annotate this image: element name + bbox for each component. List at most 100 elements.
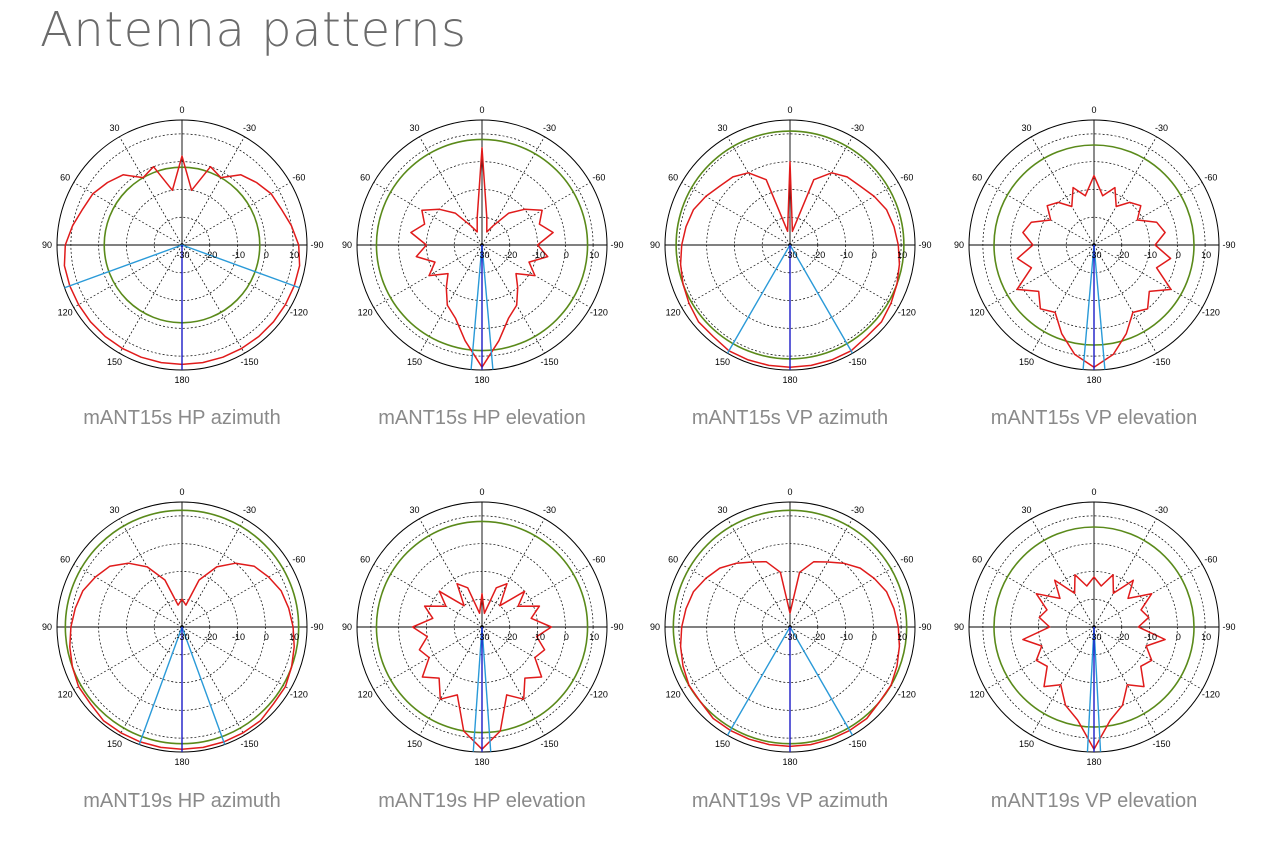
grid-spoke [181,626,291,690]
beamwidth-line [1093,626,1102,752]
grid-spoke [73,244,183,308]
radial-tick-label: 0 [564,632,569,642]
grid-spoke [727,518,791,628]
polar-plot: 0 30 -30 60 -60 90 -90 120 -120 150 -150 180 -30 -20 -… [342,105,624,385]
angle-tick-label: 120 [666,308,681,318]
angle-tick-label: -30 [1155,505,1168,515]
grid-spoke [481,182,591,246]
angle-tick-label: 120 [666,690,681,700]
angle-tick-label: 60 [972,555,982,565]
angle-tick-label: 120 [58,308,73,318]
angle-tick-label: -150 [848,357,866,367]
polar-chart: 0 30 -30 60 -60 90 -90 120 -120 150 -150 180 -30 -20 -… [332,100,632,440]
angle-tick-label: -90 [310,622,323,632]
angle-tick-label: 0 [787,487,792,497]
angle-tick-label: -150 [1152,739,1170,749]
radial-tick-label: 10 [289,632,299,642]
angle-tick-label: -120 [1202,308,1220,318]
chart-caption: mANT19s HP azimuth [83,790,281,812]
angle-tick-label: 180 [174,375,189,385]
angle-tick-label: -90 [1222,622,1235,632]
radial-tick-label: -30 [1088,632,1101,642]
angle-tick-label: -120 [898,308,916,318]
chart-caption: mANT19s VP azimuth [691,790,889,812]
angle-tick-label: 180 [1086,757,1101,767]
grid-spoke [73,564,183,628]
angle-tick-label: 180 [174,757,189,767]
beamwidth-line [1082,244,1095,370]
chart-caption: mANT15s HP elevation [378,407,586,429]
radial-tick-label: -30 [784,250,797,260]
angle-tick-label: 150 [1019,739,1034,749]
grid-spoke [119,626,183,736]
grid-spoke [373,564,483,628]
radial-tick-label: 0 [1176,250,1181,260]
grid-spoke [789,626,899,690]
radial-tick-label: 10 [589,632,599,642]
angle-tick-label: 150 [715,357,730,367]
grid-spoke [1093,518,1157,628]
radial-tick-label: 10 [897,632,907,642]
angle-tick-label: -90 [918,622,931,632]
angle-tick-label: -60 [1204,173,1217,183]
angle-tick-label: -60 [592,173,605,183]
grid-spoke [373,626,483,690]
angle-tick-label: 90 [342,240,352,250]
angle-tick-label: -150 [540,357,558,367]
angle-tick-label: -60 [292,173,305,183]
beamwidth-line [789,244,854,354]
grid-spoke [481,518,545,628]
radial-tick-label: -20 [812,632,825,642]
angle-tick-label: 30 [717,505,727,515]
radial-tick-label: 10 [289,250,299,260]
polar-chart: 0 30 -30 60 -60 90 -90 120 -120 150 -150 180 -30 -20 -… [944,100,1244,440]
grid-spoke [481,244,591,308]
angle-tick-label: 90 [650,240,660,250]
radial-tick-label: -30 [784,632,797,642]
angle-tick-label: -30 [851,505,864,515]
radial-tick-label: 10 [1201,632,1211,642]
grid-spoke [419,244,483,354]
grid-spoke [789,518,853,628]
angle-tick-label: -150 [240,739,258,749]
angle-tick-label: 150 [1019,357,1034,367]
angle-tick-label: 120 [970,690,985,700]
beamwidth-line [481,626,492,752]
beamwidth-line [138,626,183,745]
radial-tick-label: 0 [1176,632,1181,642]
chart-caption: mANT15s HP azimuth [83,407,281,429]
grid-spoke [181,244,245,354]
angle-tick-label: -90 [310,240,323,250]
angle-tick-label: -30 [543,505,556,515]
grid-spoke [419,626,483,736]
angle-tick-label: 120 [58,690,73,700]
beamwidth-line [789,626,854,736]
radial-tick-label: -30 [476,250,489,260]
grid-spoke [985,564,1095,628]
polar-plot: 0 30 -30 60 -60 90 -90 120 -120 150 -150 180 -30 -20 -… [42,487,324,767]
grid-spoke [481,626,591,690]
grid-spoke [181,626,245,736]
angle-tick-label: -60 [900,555,913,565]
radial-tick-label: -10 [232,250,245,260]
angle-tick-label: -30 [851,123,864,133]
grid-spoke [419,518,483,628]
beamwidth-line [726,626,791,736]
grid-spoke [119,136,183,246]
grid-spoke [373,244,483,308]
grid-spoke [481,564,591,628]
radial-tick-label: -20 [504,250,517,260]
chart-caption: mANT19s VP elevation [990,790,1198,812]
grid-spoke [181,564,291,628]
grid-spoke [985,244,1095,308]
radial-tick-label: -20 [204,250,217,260]
angle-tick-label: 90 [42,240,52,250]
angle-tick-label: -150 [540,739,558,749]
beamwidth-line [181,244,300,289]
polar-plot: 0 30 -30 60 -60 90 -90 120 -120 150 -150 180 -30 -20 -… [650,487,932,767]
angle-tick-label: -30 [543,123,556,133]
radial-tick-label: -10 [532,250,545,260]
angle-tick-label: 150 [407,357,422,367]
grid-spoke [789,244,899,308]
radial-tick-label: -10 [840,250,853,260]
